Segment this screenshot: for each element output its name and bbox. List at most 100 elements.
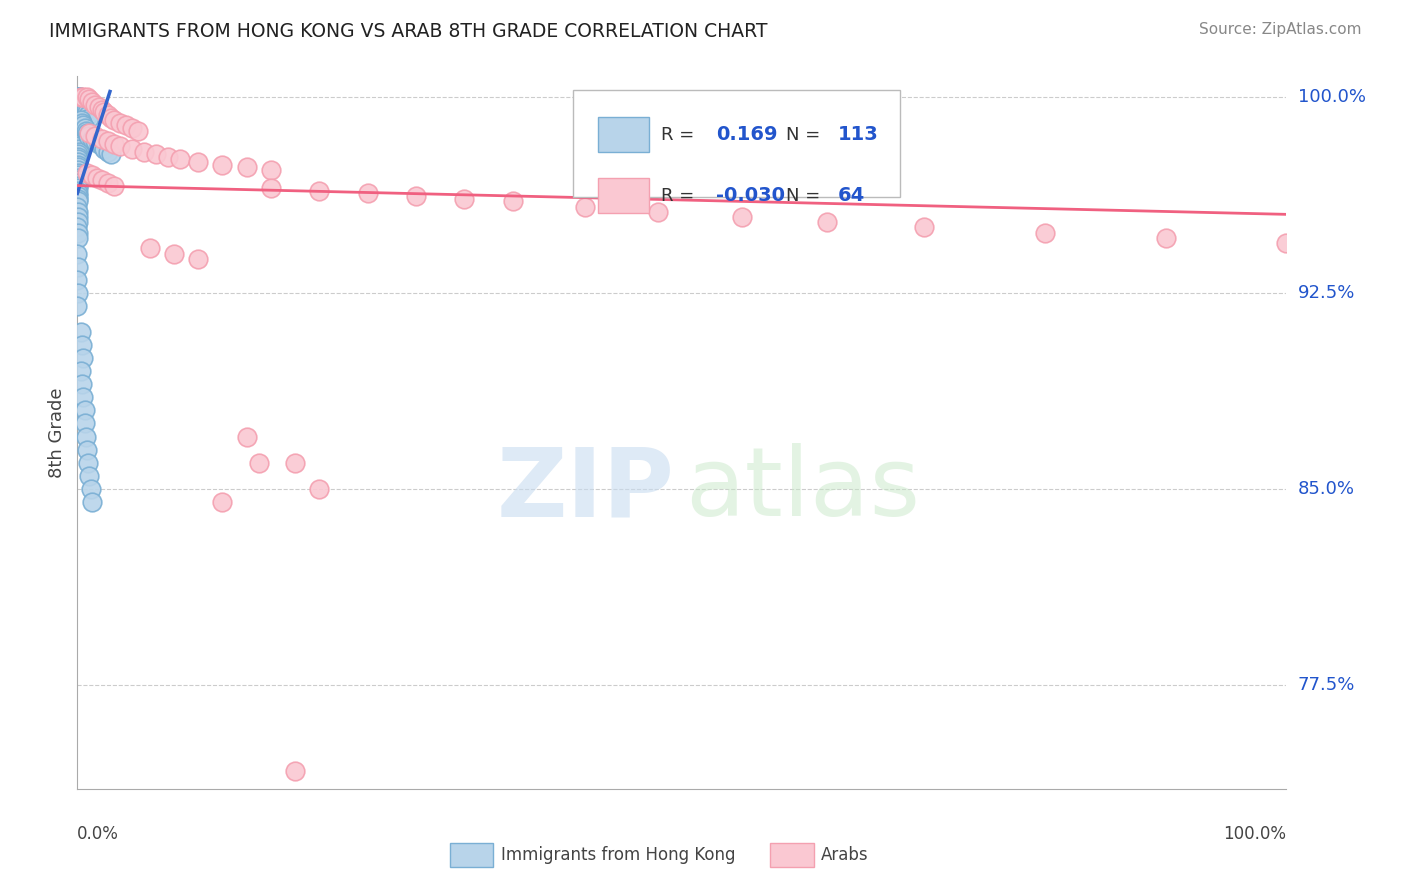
Point: [67, 116, 90, 130]
Point: [66, 215, 89, 229]
FancyBboxPatch shape: [450, 843, 494, 867]
Point: [69, 89, 91, 103]
Point: [67, 181, 90, 195]
Point: [67, 89, 90, 103]
Point: [66, 155, 89, 169]
Point: [502, 194, 524, 209]
Y-axis label: 8th Grade: 8th Grade: [48, 387, 66, 478]
Point: [114, 119, 136, 133]
Point: [90, 139, 112, 153]
Point: [260, 181, 283, 195]
Text: 64: 64: [838, 186, 865, 205]
Text: -0.030: -0.030: [716, 186, 785, 205]
Point: [100, 147, 122, 161]
Point: [70, 95, 93, 109]
Point: [100, 111, 122, 125]
Point: [67, 89, 90, 103]
Point: [80, 131, 103, 145]
Point: [187, 155, 209, 169]
Text: N =: N =: [786, 126, 820, 144]
Point: [66, 186, 89, 201]
Point: [79, 482, 101, 496]
Point: [66, 299, 89, 313]
Point: [76, 89, 98, 103]
Point: [73, 417, 96, 431]
Point: [284, 764, 307, 778]
Point: [66, 204, 89, 219]
Point: [67, 103, 90, 117]
Point: [66, 226, 89, 240]
Point: [67, 165, 90, 179]
Point: [66, 246, 89, 260]
Point: [67, 121, 90, 136]
Point: [66, 128, 89, 143]
Text: Arabs: Arabs: [821, 847, 869, 864]
Point: [731, 210, 754, 224]
Point: [284, 456, 307, 470]
Point: [96, 145, 118, 159]
Point: [76, 105, 98, 120]
Point: [75, 103, 97, 117]
Point: [72, 351, 94, 365]
Point: [103, 136, 125, 151]
Point: [66, 150, 89, 164]
Point: [66, 113, 89, 128]
Point: [67, 89, 90, 103]
Point: [70, 116, 93, 130]
Point: [67, 139, 90, 153]
Point: [67, 95, 90, 109]
Point: [67, 126, 90, 140]
Point: [247, 456, 270, 470]
Point: [79, 126, 101, 140]
Point: [139, 241, 162, 255]
Point: [93, 105, 115, 120]
Point: [66, 220, 89, 235]
FancyBboxPatch shape: [599, 117, 650, 153]
Point: [90, 173, 112, 187]
Point: [66, 260, 89, 274]
Point: [90, 131, 112, 145]
Point: [96, 108, 118, 122]
Text: 100.0%: 100.0%: [1298, 87, 1365, 106]
Point: [96, 134, 118, 148]
Text: IMMIGRANTS FROM HONG KONG VS ARAB 8TH GRADE CORRELATION CHART: IMMIGRANTS FROM HONG KONG VS ARAB 8TH GR…: [49, 22, 768, 41]
Point: [187, 252, 209, 266]
Point: [66, 89, 89, 103]
Point: [66, 184, 89, 198]
FancyBboxPatch shape: [599, 178, 650, 213]
Point: [70, 364, 93, 378]
Point: [66, 192, 89, 206]
Text: 0.0%: 0.0%: [77, 825, 120, 843]
Point: [67, 136, 90, 151]
Point: [84, 134, 107, 148]
Point: [453, 192, 475, 206]
Point: [93, 142, 115, 156]
Text: 100.0%: 100.0%: [1223, 825, 1286, 843]
Point: [121, 142, 143, 156]
Point: [66, 176, 89, 190]
Point: [66, 170, 89, 185]
Point: [66, 194, 89, 209]
Point: [66, 210, 89, 224]
Point: [70, 325, 93, 339]
Text: 0.169: 0.169: [716, 125, 778, 145]
Text: 113: 113: [838, 125, 879, 145]
Point: [72, 119, 94, 133]
Point: [79, 111, 101, 125]
Text: 85.0%: 85.0%: [1298, 480, 1354, 498]
Point: [67, 100, 90, 114]
Point: [75, 124, 97, 138]
Point: [80, 95, 103, 109]
Point: [76, 126, 98, 140]
Point: [405, 189, 427, 203]
Point: [169, 153, 191, 167]
Point: [70, 113, 93, 128]
Point: [67, 89, 90, 103]
Point: [356, 186, 378, 201]
Point: [1275, 236, 1298, 251]
Point: [87, 100, 110, 114]
Point: [67, 134, 90, 148]
Point: [66, 189, 89, 203]
Point: [77, 108, 100, 122]
Text: atlas: atlas: [685, 443, 921, 536]
